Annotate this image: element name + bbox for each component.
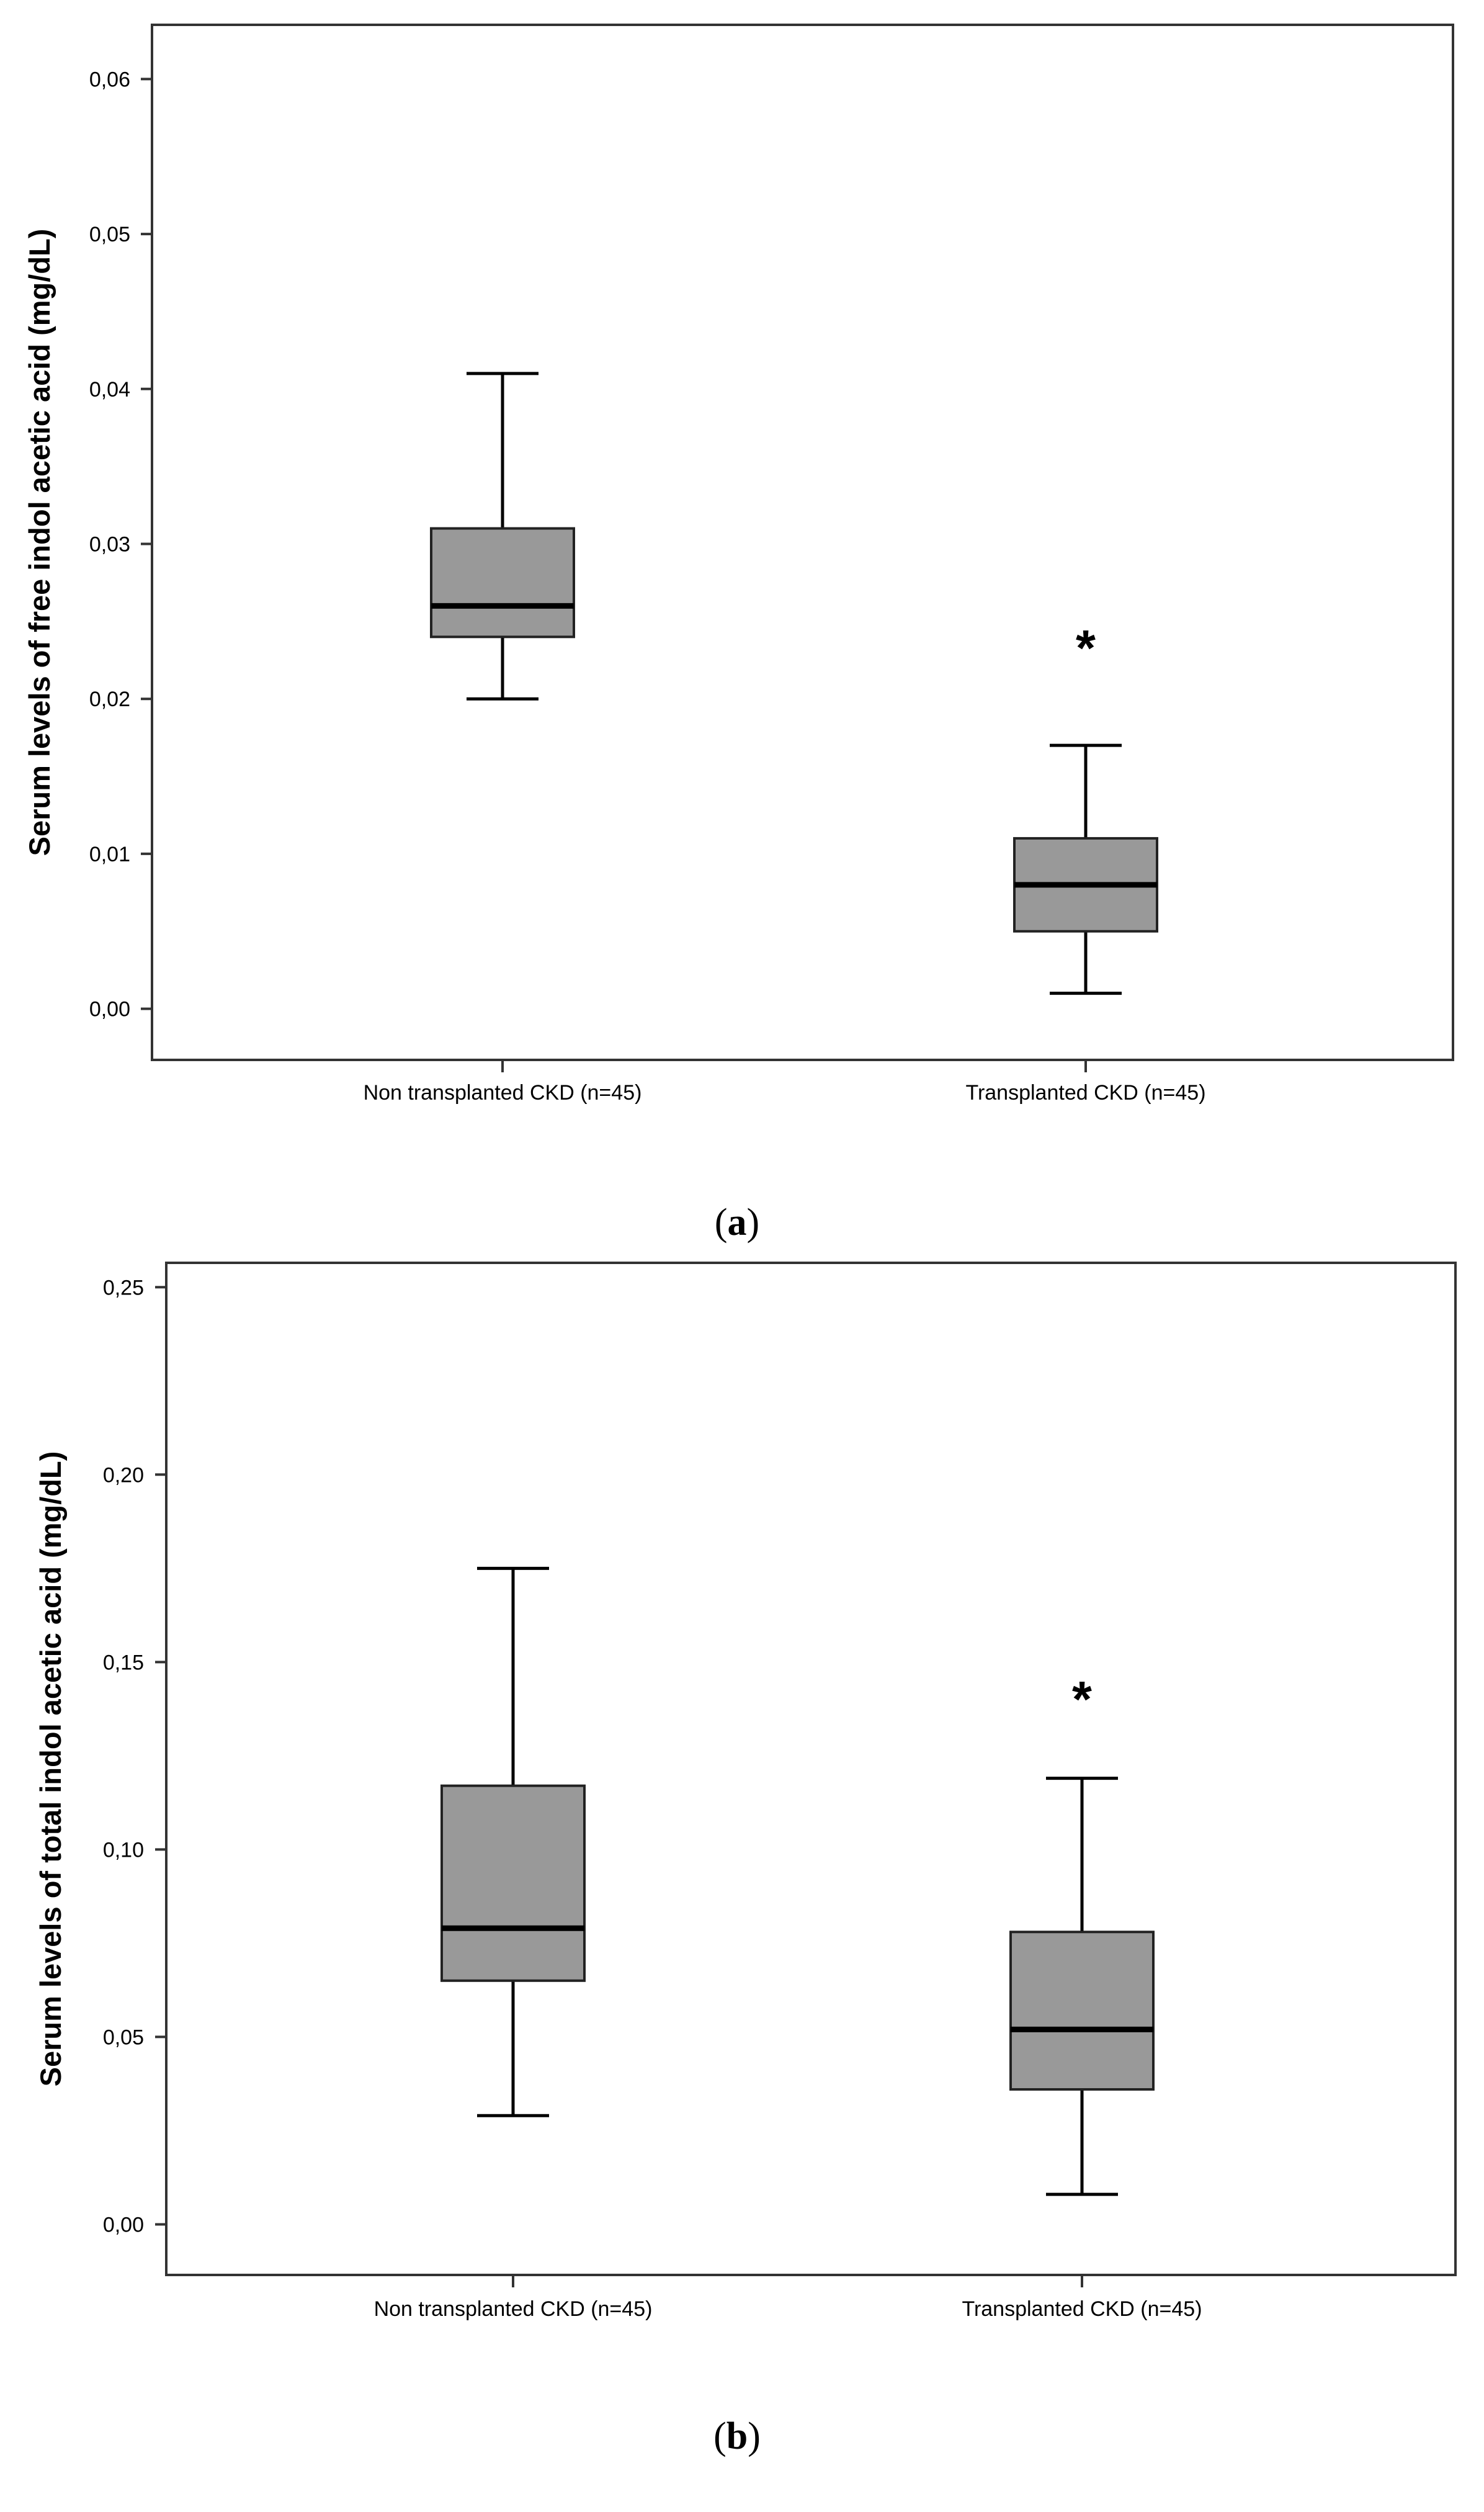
category-label: Non transplanted CKD (n=45) <box>374 2297 653 2321</box>
chart-panel-b: 0,00 0,05 0,10 0,15 0,20 0,25 Serum levels of … <box>34 1262 1457 2457</box>
iqr-box <box>440 1784 586 1982</box>
panel-caption-letter: a <box>728 1201 747 1244</box>
y-tick-label: 0,05 <box>103 2025 144 2049</box>
category-label: Transplanted CKD (n=45) <box>962 2297 1202 2321</box>
y-tick-label: 0,25 <box>103 1276 144 1299</box>
category-label: Transplanted CKD (n=45) <box>965 1081 1205 1105</box>
panel-caption: (a) <box>715 1201 759 1244</box>
y-tick-label: 0,02 <box>89 688 130 711</box>
y-axis-label: Serum levels of free indol acetic acid (… <box>23 229 56 856</box>
y-tick-label: 0,20 <box>103 1463 144 1487</box>
y-tick-label: 0,01 <box>89 843 130 866</box>
outlier-marker: * <box>1076 620 1096 676</box>
y-tick-label: 0,06 <box>89 68 130 91</box>
box-group <box>440 1566 586 2117</box>
y-tick-label: 0,00 <box>103 2213 144 2236</box>
box-group <box>430 372 575 701</box>
outlier-marker: * <box>1072 1672 1092 1728</box>
panel-caption-letter: b <box>726 2415 748 2457</box>
y-tick-label: 0,05 <box>89 223 130 246</box>
y-axis-label: Serum levels of total indol acetic acid … <box>34 1451 67 2087</box>
box-group: * <box>1009 1672 1155 2196</box>
y-tick-label: 0,04 <box>89 378 130 401</box>
panel-caption: (b) <box>713 2415 761 2457</box>
box-group: * <box>1013 620 1158 995</box>
plot-frame <box>165 1262 1457 2276</box>
y-tick-label: 0,15 <box>103 1651 144 1674</box>
category-label: Non transplanted CKD (n=45) <box>364 1081 642 1105</box>
iqr-box <box>430 527 575 639</box>
y-tick-label: 0,03 <box>89 532 130 556</box>
plot-frame <box>151 24 1454 1061</box>
y-tick-label: 0,10 <box>103 1838 144 1862</box>
y-tick-label: 0,00 <box>89 998 130 1021</box>
iqr-box <box>1009 1931 1155 2091</box>
chart-panel-a: 0,00 0,01 0,02 0,03 0,04 0,05 0,06 Serum levels… <box>23 24 1454 1244</box>
